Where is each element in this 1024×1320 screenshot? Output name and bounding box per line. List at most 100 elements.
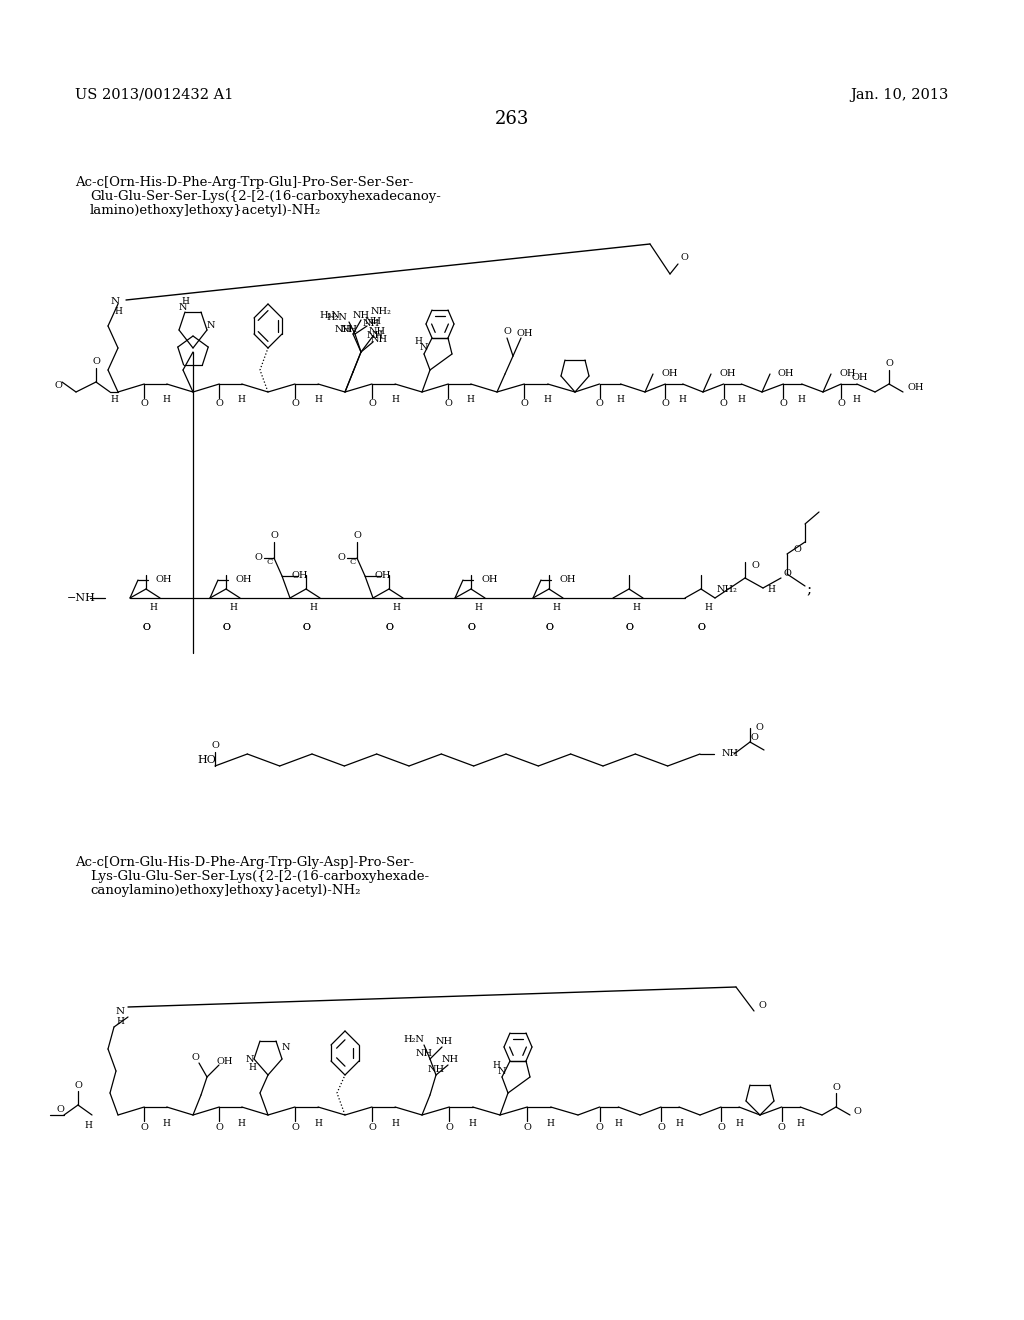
Text: O: O <box>697 623 705 632</box>
Text: H: H <box>414 338 422 346</box>
Text: ;: ; <box>807 583 812 597</box>
Text: O: O <box>302 623 310 632</box>
Text: O: O <box>191 1052 199 1061</box>
Text: H: H <box>391 396 399 404</box>
Text: N: N <box>420 343 428 352</box>
Text: O: O <box>92 358 100 367</box>
Text: O: O <box>520 400 528 408</box>
Text: OH: OH <box>839 370 855 379</box>
Text: O: O <box>270 532 278 540</box>
Text: O: O <box>140 1122 148 1131</box>
Text: H: H <box>614 1118 623 1127</box>
Text: lamino)ethoxy]ethoxy}acetyl)-NH₂: lamino)ethoxy]ethoxy}acetyl)-NH₂ <box>90 205 322 216</box>
Text: H: H <box>163 1118 171 1127</box>
Text: NH: NH <box>441 1055 459 1064</box>
Text: O: O <box>215 400 223 408</box>
Text: H: H <box>737 396 745 404</box>
Text: O: O <box>467 623 475 632</box>
Text: NH: NH <box>416 1048 432 1057</box>
Text: O: O <box>596 1122 603 1131</box>
Text: Ac-c[Orn-Glu-His-D-Phe-Arg-Trp-Gly-Asp]-Pro-Ser-: Ac-c[Orn-Glu-His-D-Phe-Arg-Trp-Gly-Asp]-… <box>75 855 414 869</box>
Text: H: H <box>229 603 237 612</box>
Text: H: H <box>238 1118 246 1127</box>
Text: OH: OH <box>662 370 678 379</box>
Text: H₂N: H₂N <box>327 314 347 322</box>
Text: N: N <box>116 1006 125 1015</box>
Text: O: O <box>368 1122 376 1131</box>
Text: N: N <box>207 322 215 330</box>
Text: C: C <box>267 558 273 566</box>
Text: O: O <box>545 623 553 632</box>
Text: O: O <box>291 1122 299 1131</box>
Text: NH: NH <box>335 326 351 334</box>
Text: H: H <box>797 1118 804 1127</box>
Text: H: H <box>309 603 317 612</box>
Text: H: H <box>392 603 400 612</box>
Text: H: H <box>84 1121 92 1130</box>
Text: O: O <box>368 400 376 408</box>
Text: −NH: −NH <box>67 593 96 603</box>
Text: H: H <box>110 396 118 404</box>
Text: NH: NH <box>352 312 370 321</box>
Text: H: H <box>493 1060 500 1069</box>
Text: Lys-Glu-Glu-Ser-Ser-Lys({2-[2-(16-carboxyhexade-: Lys-Glu-Glu-Ser-Ser-Lys({2-[2-(16-carbox… <box>90 870 429 883</box>
Text: O: O <box>854 1106 862 1115</box>
Text: H: H <box>474 603 482 612</box>
Text: HO: HO <box>197 755 216 766</box>
Text: O: O <box>254 553 262 562</box>
Text: O: O <box>833 1082 840 1092</box>
Text: O: O <box>717 1122 725 1131</box>
Text: O: O <box>838 400 845 408</box>
Text: OH: OH <box>375 572 391 581</box>
Text: Glu-Glu-Ser-Ser-Lys({2-[2-(16-carboxyhexadecanoy-: Glu-Glu-Ser-Ser-Lys({2-[2-(16-carboxyhex… <box>90 190 441 203</box>
Text: O: O <box>211 742 219 751</box>
Text: OH: OH <box>517 330 534 338</box>
Text: O: O <box>680 253 688 263</box>
Text: H: H <box>616 396 625 404</box>
Text: H: H <box>467 396 475 404</box>
Text: H: H <box>767 586 775 594</box>
Text: H: H <box>238 396 246 404</box>
Text: O: O <box>779 400 787 408</box>
Text: O: O <box>778 1122 785 1131</box>
Text: H: H <box>150 603 157 612</box>
Text: H: H <box>547 1118 555 1127</box>
Text: O: O <box>467 623 475 632</box>
Text: OH: OH <box>778 370 795 379</box>
Text: H: H <box>114 308 122 317</box>
Text: O: O <box>793 545 801 554</box>
Text: OH: OH <box>156 576 172 585</box>
Text: O: O <box>756 723 764 733</box>
Text: O: O <box>885 359 893 368</box>
Text: OH: OH <box>236 576 253 585</box>
Text: NH: NH <box>427 1064 444 1073</box>
Text: H₂N: H₂N <box>319 312 340 321</box>
Text: C: C <box>350 558 356 566</box>
Text: N: N <box>179 304 187 313</box>
Text: O: O <box>657 1122 665 1131</box>
Text: OH: OH <box>559 576 575 585</box>
Text: O: O <box>720 400 728 408</box>
Text: O: O <box>337 553 345 562</box>
Text: H: H <box>116 1016 124 1026</box>
Text: N: N <box>498 1067 506 1076</box>
Text: H: H <box>163 396 171 404</box>
Text: NH: NH <box>435 1036 453 1045</box>
Text: NH: NH <box>369 327 386 337</box>
Text: NH: NH <box>367 331 384 341</box>
Text: N: N <box>282 1043 290 1052</box>
Text: O: O <box>54 381 61 391</box>
Text: O: O <box>697 623 705 632</box>
Text: NH: NH <box>340 326 357 334</box>
Text: O: O <box>444 400 453 408</box>
Text: O: O <box>523 1122 531 1131</box>
Text: canoylamino)ethoxy]ethoxy}acetyl)-NH₂: canoylamino)ethoxy]ethoxy}acetyl)-NH₂ <box>90 884 360 898</box>
Text: H: H <box>552 603 560 612</box>
Text: O: O <box>545 623 553 632</box>
Text: H: H <box>735 1118 743 1127</box>
Text: O: O <box>142 623 150 632</box>
Text: O: O <box>625 623 633 632</box>
Text: H: H <box>705 603 712 612</box>
Text: O: O <box>445 1122 454 1131</box>
Text: OH: OH <box>292 572 308 581</box>
